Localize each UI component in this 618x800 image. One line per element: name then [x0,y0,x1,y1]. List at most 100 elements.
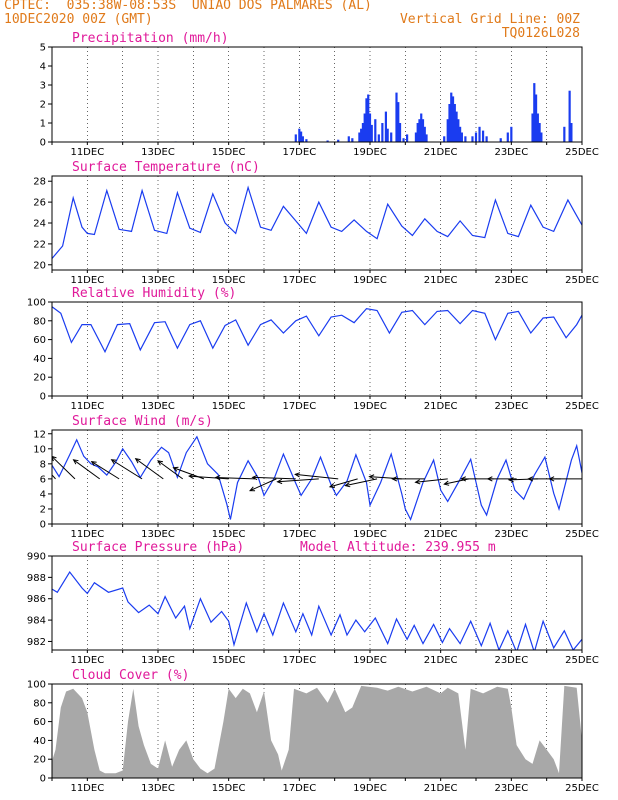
precipitation-bar [423,126,426,142]
precipitation-xtick-label: 17DEC [282,147,316,158]
wind-arrow-head [110,459,117,465]
precipitation-bar [471,136,474,142]
humidity-xtick-label: 13DEC [141,401,175,412]
humidity-ytick-label: 60 [33,335,46,346]
precipitation-bar [347,136,350,142]
temperature-ytick-label: 20 [33,260,46,271]
cloud-cover-series [52,685,582,778]
precipitation-bar [368,113,372,142]
precipitation-ytick-label: 1 [40,119,46,130]
wind-arrow-head [344,482,351,488]
wind-arrow-head [90,461,97,467]
wind-frame [51,429,583,525]
wind-arrow-head [460,476,466,482]
precipitation-bar [450,92,453,142]
precipitation-bar [510,126,513,142]
precipitation-ytick-label: 4 [40,62,46,73]
precipitation-bar [421,119,425,142]
wind-arrow [444,478,470,485]
wind-arrow [252,476,296,480]
precipitation-bar [540,132,543,142]
cloud-cover-xtick-label: 21DEC [424,783,458,794]
wind-xtick-label: 11DEC [70,529,104,540]
precipitation-bar [406,134,409,142]
wind-arrow-head [486,476,493,482]
precipitation-xtick-label: 23DEC [494,147,528,158]
precipitation-frame [51,46,583,143]
temperature-xtick-label: 13DEC [141,275,175,286]
wind-arrow-head [443,480,450,486]
precipitation-bar [418,119,421,142]
temperature-ytick-label: 22 [33,239,46,250]
wind-arrow [52,474,56,480]
wind-ytick-label: 10 [33,444,46,455]
precipitation-bar [367,94,370,142]
wind-series [52,435,582,522]
header-model-code: TQ0126L028 [501,26,580,41]
pressure-ytick-label: 988 [27,573,46,584]
wind-arrow-head [72,459,79,465]
wind-title: Surface Wind (m/s) [72,414,213,429]
precipitation-bar [416,123,419,142]
temperature-ytick-label: 26 [33,198,46,209]
humidity-ytick-label: 20 [33,373,46,384]
cloud-cover-ytick-label: 80 [33,698,46,709]
pressure-title: Surface Pressure (hPa) [72,540,244,555]
precipitation-bar [568,90,571,142]
temperature-ytick-label: 28 [33,177,46,188]
wind-arrow-head [214,475,221,481]
humidity-ytick-label: 0 [40,392,46,403]
precipitation-bar [301,136,304,142]
precipitation-bar [305,139,308,142]
temperature-title: Surface Temperature (nC) [72,160,260,175]
precipitation-bar [384,111,387,142]
precipitation-bar [563,126,566,142]
precipitation-bar [464,136,467,142]
wind-arrow-head [134,458,141,464]
wind-arrow-head [52,455,57,462]
temperature-panel: Surface Temperature (nC) 20 22 24 26 28 11DEC 1… [33,160,599,286]
precipitation-ytick-label: 5 [40,43,46,54]
precipitation-bar [358,132,361,142]
precipitation-bar [531,113,534,142]
wind-arrow-head [251,474,258,481]
cloud-cover-title: Cloud Cover (%) [72,668,189,683]
precipitation-bar [397,102,400,142]
precipitation-bar [374,119,377,142]
precipitation-bar [395,92,398,142]
pressure-series [52,570,582,650]
wind-arrow [249,478,277,492]
cloud-cover-xtick-label: 17DEC [282,783,316,794]
temperature-xtick-label: 21DEC [424,275,458,286]
pressure-ytick-label: 986 [27,594,46,605]
precipitation-bar [402,138,405,142]
precipitation-series [86,83,573,142]
precipitation-bar [361,123,365,142]
cloud-cover-xtick-label: 13DEC [141,783,175,794]
cloud-cover-frame [51,683,583,779]
precipitation-bar [536,113,539,142]
humidity-panel: Relative Humidity (%) 0 20 40 60 80 100 11DEC 13… [27,286,599,412]
wind-arrow-head [368,474,375,480]
precipitation-title: Precipitation (mm/h) [72,31,229,46]
precipitation-bar [538,123,541,142]
temperature-series [52,185,582,259]
temperature-xtick-label: 15DEC [212,275,246,286]
humidity-xtick-label: 15DEC [212,401,246,412]
precipitation-bar [377,134,380,142]
precipitation-bar [443,136,446,142]
wind-xtick-label: 19DEC [353,529,387,540]
precipitation-xtick-label: 11DEC [70,147,104,158]
temperature-xtick-label: 19DEC [353,275,387,286]
wind-arrow [91,461,120,480]
wind-arrow-head [527,476,534,482]
humidity-series [52,306,582,354]
humidity-xtick-label: 11DEC [70,401,104,412]
precipitation-bar [533,83,536,142]
cloud-cover-ytick-label: 60 [33,717,46,728]
wind-arrow [329,478,358,488]
precipitation-bar [351,138,354,142]
wind-ytick-label: 4 [40,489,46,500]
humidity-ytick-label: 100 [27,298,46,309]
precipitation-bar [365,98,368,142]
